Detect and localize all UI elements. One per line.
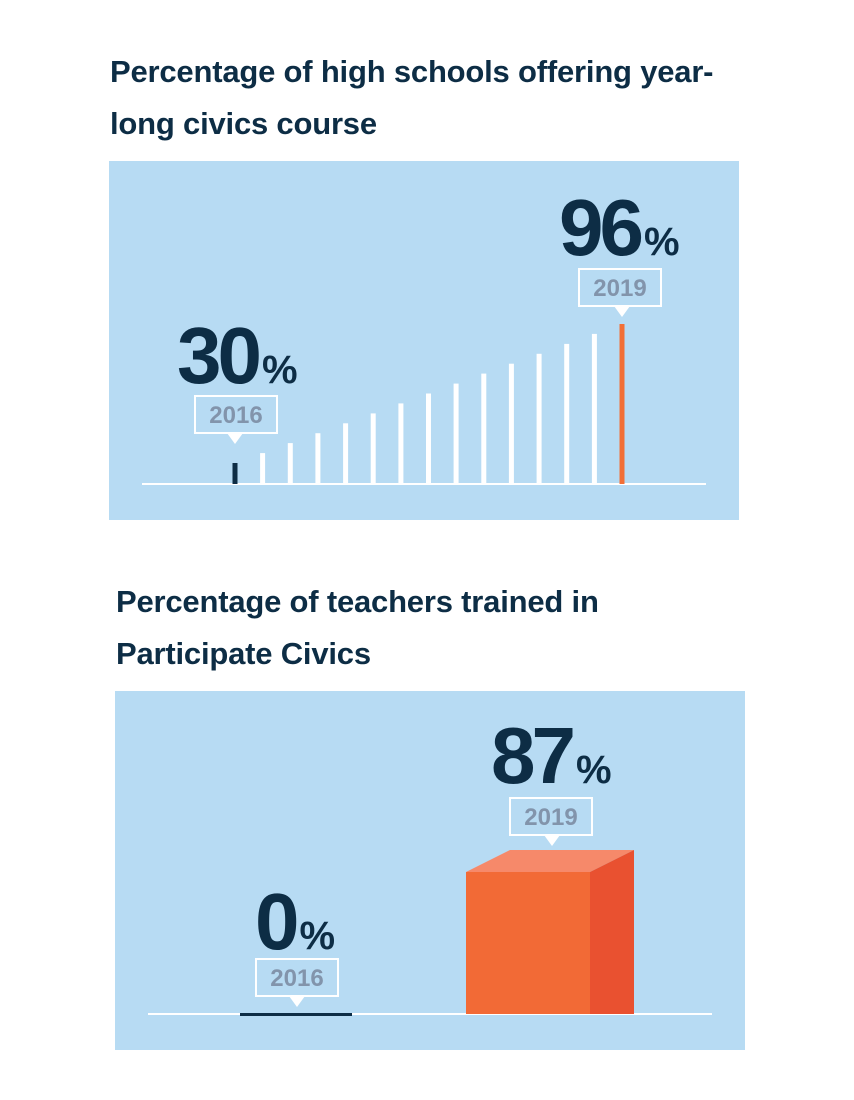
chart-2-plot: 0% 2016 87% 2019 <box>148 711 712 1016</box>
chart-2-end-value: 87% <box>491 711 611 800</box>
chart-2-start-value: 0% <box>255 877 335 966</box>
chart-1-end-value: 96% <box>559 183 679 272</box>
chart-1-bar-mid <box>508 363 514 484</box>
chart-1-end-year: 2019 <box>593 275 646 302</box>
chart-2-start-year-tag: 2016 <box>255 958 339 1007</box>
chart-2-title: Percentage of teachers trained in Partic… <box>116 584 599 671</box>
chart-1-bar-mid <box>481 373 487 484</box>
chart-1-bar-mid <box>315 433 321 484</box>
chart-1-bar-mid <box>591 333 597 484</box>
chart-1-bar-mid <box>370 413 376 484</box>
chart-2-bar-2019 <box>466 850 634 1014</box>
chart-1-bar-mid <box>536 353 542 484</box>
chart-1-bar-mid <box>260 453 266 484</box>
chart-2-bar-2019-side <box>590 850 634 1014</box>
chart-1-start-year: 2016 <box>209 402 262 429</box>
chart-2-bar-2019-top <box>466 850 634 872</box>
chart-1-bar-end <box>619 324 625 484</box>
chart-1-panel: 30% 2016 96% 2019 <box>109 161 739 520</box>
chart-1-bar-mid <box>426 393 431 484</box>
chart-2-end-year: 2019 <box>524 804 577 831</box>
chart-2-end-year-tag: 2019 <box>509 797 593 846</box>
chart-1-bar-mid <box>343 423 349 484</box>
chart-1-bars <box>232 324 625 484</box>
chart-1-bar-mid <box>564 343 570 484</box>
chart-2-bar-2019-front <box>466 872 590 1014</box>
chart-2-panel: 0% 2016 87% 2019 <box>115 691 745 1050</box>
chart-1-title: Percentage of high schools offering year… <box>110 54 714 141</box>
chart-1-bar-start <box>232 463 238 484</box>
chart-1-plot: 30% 2016 96% 2019 <box>142 183 706 485</box>
chart-1-start-value: 30% <box>177 311 297 400</box>
chart-1-bar-mid <box>398 403 404 484</box>
chart-1-end-year-tag: 2019 <box>578 268 662 317</box>
chart-1-bar-mid <box>287 443 293 484</box>
chart-1-bar-mid <box>453 383 459 484</box>
chart-2-bars <box>240 850 634 1016</box>
chart-2-start-year: 2016 <box>270 965 323 992</box>
chart-2-bar-2016 <box>240 1013 352 1016</box>
chart-1-start-year-tag: 2016 <box>194 395 278 444</box>
